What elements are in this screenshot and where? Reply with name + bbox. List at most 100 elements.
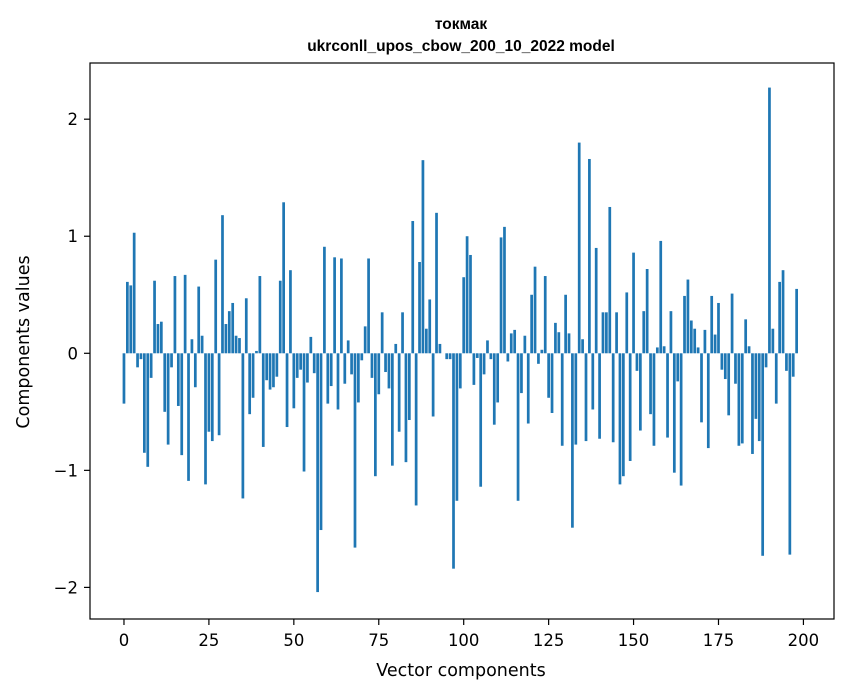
bar	[217, 353, 221, 436]
bar	[210, 353, 214, 442]
bar	[136, 353, 139, 368]
bar	[275, 353, 279, 377]
bar	[785, 353, 788, 371]
bar	[645, 269, 649, 354]
bar	[258, 276, 262, 354]
bar	[683, 295, 686, 354]
bar	[475, 353, 479, 358]
bar	[346, 340, 350, 354]
bar	[499, 237, 503, 354]
bar	[509, 333, 513, 354]
bar	[458, 353, 462, 389]
bar	[312, 353, 316, 374]
bar	[747, 346, 751, 354]
bar	[377, 353, 381, 395]
bar	[693, 328, 697, 354]
bar	[489, 353, 493, 360]
bar	[601, 312, 605, 354]
bar	[289, 270, 292, 354]
x-tick-label: 200	[788, 631, 820, 650]
bar	[591, 353, 595, 410]
bar	[734, 353, 737, 384]
x-tick-label: 125	[533, 631, 565, 650]
bar	[571, 353, 574, 528]
bar	[744, 319, 748, 354]
bar	[187, 353, 190, 481]
bar	[513, 329, 517, 354]
bar	[740, 353, 744, 444]
bar	[781, 270, 785, 354]
x-tick-label: 75	[368, 631, 389, 650]
bar	[679, 353, 683, 486]
bar	[757, 353, 761, 442]
bar	[353, 353, 357, 548]
bar	[241, 353, 245, 499]
bar	[723, 353, 727, 380]
bar	[227, 311, 231, 354]
bar	[278, 280, 282, 354]
bar	[197, 286, 201, 354]
bar	[272, 353, 275, 388]
bar	[703, 329, 707, 354]
bar	[791, 353, 795, 377]
bar	[625, 292, 629, 354]
bar	[292, 353, 296, 409]
bar	[727, 353, 731, 416]
bar	[520, 353, 523, 394]
bar	[224, 324, 228, 354]
bar	[431, 353, 435, 417]
bar	[282, 202, 285, 354]
bar	[156, 324, 160, 354]
bar	[669, 311, 673, 354]
bar	[360, 353, 364, 361]
bar	[516, 353, 520, 501]
bar	[129, 285, 133, 354]
bar	[207, 353, 211, 432]
bar	[309, 336, 313, 354]
bar	[615, 312, 618, 354]
bar	[340, 258, 343, 354]
bar	[411, 221, 415, 354]
bar	[391, 353, 394, 466]
bar	[387, 353, 391, 389]
bar	[343, 353, 347, 384]
bar	[261, 353, 265, 447]
y-tick-label: 0	[68, 344, 79, 363]
bar	[564, 294, 567, 354]
bar	[611, 353, 615, 443]
bar	[421, 160, 425, 354]
bar	[336, 353, 340, 410]
bar	[231, 302, 235, 354]
bar	[642, 311, 646, 354]
bar	[795, 288, 798, 354]
bar	[533, 266, 537, 354]
bars-group	[122, 87, 798, 593]
bar	[193, 353, 197, 388]
x-tick-label: 25	[198, 631, 219, 650]
bar	[176, 353, 180, 406]
x-tick-label: 175	[703, 631, 735, 650]
bar	[618, 353, 622, 485]
bar	[710, 295, 714, 354]
bar	[479, 353, 483, 487]
y-tick-label: −1	[54, 461, 78, 480]
bar	[370, 353, 374, 378]
bar	[435, 212, 438, 354]
bar	[329, 353, 333, 387]
bar	[248, 353, 252, 415]
bar	[122, 353, 126, 404]
bar	[737, 353, 741, 446]
x-axis: 0 25 50 75 100 125 150 175 200	[119, 619, 819, 650]
bar	[438, 343, 442, 354]
bar	[666, 353, 669, 438]
bar	[608, 206, 612, 354]
bar	[628, 353, 632, 461]
bar	[649, 353, 652, 415]
bar	[778, 281, 781, 354]
bar	[594, 247, 598, 354]
bar	[598, 353, 601, 439]
bar	[183, 274, 187, 354]
bar	[455, 353, 459, 501]
bar	[397, 353, 401, 432]
